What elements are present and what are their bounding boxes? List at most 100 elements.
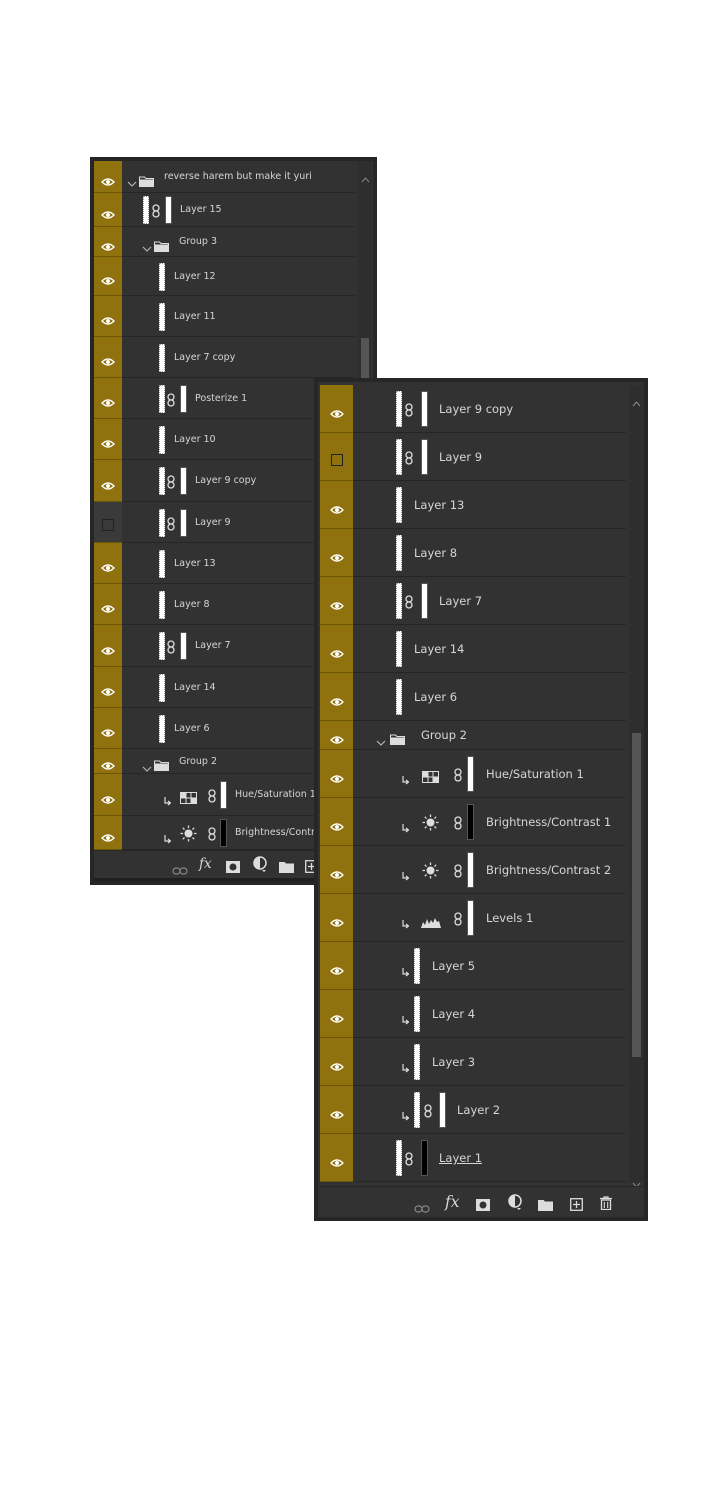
- layer-name[interactable]: Layer 14: [174, 682, 216, 693]
- mask-button[interactable]: [476, 1196, 490, 1211]
- layer-row[interactable]: [353, 798, 626, 846]
- layer-row[interactable]: [353, 481, 626, 529]
- layer-name[interactable]: Layer 7: [439, 594, 483, 608]
- visibility-toggle[interactable]: [94, 584, 122, 625]
- visibility-toggle[interactable]: [320, 750, 353, 798]
- layer-row[interactable]: [122, 227, 355, 257]
- adj-button[interactable]: [508, 1194, 522, 1210]
- layer-row[interactable]: [122, 543, 355, 584]
- layer-name[interactable]: Layer 9 copy: [195, 475, 257, 486]
- visibility-toggle[interactable]: [94, 419, 122, 460]
- fx-button[interactable]: fx: [199, 856, 212, 872]
- visibility-toggle[interactable]: [94, 378, 122, 419]
- scroll-up[interactable]: [361, 168, 370, 183]
- layer-row[interactable]: [353, 529, 626, 577]
- visibility-toggle[interactable]: [320, 577, 353, 625]
- layer-name[interactable]: reverse harem but make it yuri: [164, 171, 312, 182]
- visibility-toggle[interactable]: [320, 673, 353, 721]
- trash-button[interactable]: [600, 1195, 612, 1211]
- layer-row[interactable]: [122, 774, 355, 816]
- layer-name[interactable]: Hue/Saturation 1: [235, 789, 316, 800]
- layer-row[interactable]: [353, 894, 626, 942]
- layer-name[interactable]: Brightness/Contrast 1: [235, 827, 339, 838]
- layer-name[interactable]: Layer 3: [432, 1055, 476, 1069]
- layer-row[interactable]: [353, 942, 626, 990]
- visibility-toggle[interactable]: [94, 708, 122, 749]
- layer-name[interactable]: Layer 11: [174, 311, 216, 322]
- layer-name[interactable]: Layer 2: [457, 1103, 501, 1117]
- visibility-toggle[interactable]: [320, 1134, 353, 1182]
- layer-row[interactable]: [122, 337, 355, 378]
- layer-row[interactable]: [122, 419, 355, 460]
- layer-name[interactable]: Layer 6: [414, 690, 458, 704]
- visibility-toggle[interactable]: [94, 257, 122, 296]
- adj-button[interactable]: [253, 856, 267, 872]
- scroll-down[interactable]: [632, 1173, 641, 1188]
- layer-name[interactable]: Layer 12: [174, 271, 216, 282]
- layer-name[interactable]: Layer 5: [432, 959, 476, 973]
- visibility-toggle[interactable]: [320, 721, 353, 750]
- layer-name[interactable]: Hue/Saturation 1: [486, 767, 584, 781]
- visibility-toggle[interactable]: [320, 625, 353, 673]
- visibility-toggle[interactable]: [94, 749, 122, 774]
- layer-name[interactable]: Levels 1: [486, 911, 534, 925]
- layer-row[interactable]: [353, 625, 626, 673]
- layer-name[interactable]: Layer 9 copy: [439, 402, 514, 416]
- layer-row[interactable]: [122, 749, 355, 774]
- visibility-toggle[interactable]: [94, 193, 122, 227]
- layer-row[interactable]: [122, 708, 355, 749]
- fx-button[interactable]: fx: [445, 1193, 460, 1211]
- visibility-toggle[interactable]: [320, 481, 353, 529]
- visibility-toggle[interactable]: [320, 942, 353, 990]
- layer-name[interactable]: Posterize 1: [195, 393, 248, 404]
- layer-row[interactable]: [353, 577, 626, 625]
- nfolder-button[interactable]: [537, 1196, 553, 1211]
- layer-name[interactable]: Layer 9: [439, 450, 483, 464]
- visibility-toggle[interactable]: [94, 625, 122, 667]
- nfolder-button[interactable]: [278, 858, 294, 873]
- visibility-toggle[interactable]: [320, 529, 353, 577]
- visibility-toggle[interactable]: [320, 385, 353, 433]
- layer-name[interactable]: Layer 8: [414, 546, 458, 560]
- layer-row[interactable]: [122, 161, 355, 193]
- visibility-toggle[interactable]: [94, 816, 122, 850]
- layer-name[interactable]: Layer 15: [180, 204, 222, 215]
- layer-name[interactable]: Brightness/Contrast 2: [486, 863, 612, 877]
- layer-row[interactable]: [122, 584, 355, 625]
- visibility-toggle[interactable]: [94, 227, 122, 257]
- layer-row[interactable]: [122, 625, 355, 667]
- layer-name[interactable]: Layer 10: [174, 434, 216, 445]
- layer-row[interactable]: [122, 378, 355, 419]
- scrollbar-thumb[interactable]: [632, 733, 641, 1057]
- visibility-toggle[interactable]: [320, 1038, 353, 1086]
- layer-row[interactable]: [122, 816, 355, 850]
- layer-name[interactable]: Layer 7: [195, 640, 231, 651]
- visibility-toggle[interactable]: [320, 894, 353, 942]
- layer-row[interactable]: [353, 1038, 626, 1086]
- visibility-toggle[interactable]: [94, 460, 122, 502]
- layer-row[interactable]: [353, 1134, 626, 1182]
- layer-name[interactable]: Layer 9: [195, 517, 231, 528]
- layer-row[interactable]: [122, 667, 355, 708]
- visibility-toggle[interactable]: [320, 1086, 353, 1134]
- layer-row[interactable]: [353, 433, 626, 481]
- layer-row[interactable]: [122, 502, 355, 543]
- layer-row[interactable]: [122, 296, 355, 337]
- layer-name[interactable]: Layer 13: [414, 498, 465, 512]
- link-button[interactable]: [172, 860, 188, 875]
- visibility-toggle[interactable]: [94, 161, 122, 193]
- newl-button[interactable]: [569, 1196, 583, 1211]
- visibility-toggle[interactable]: [94, 502, 122, 543]
- visibility-toggle[interactable]: [94, 543, 122, 584]
- visibility-toggle[interactable]: [94, 667, 122, 708]
- layer-name[interactable]: Layer 6: [174, 723, 210, 734]
- visibility-toggle[interactable]: [320, 798, 353, 846]
- link-button[interactable]: [414, 1198, 430, 1213]
- layer-row[interactable]: [353, 990, 626, 1038]
- layer-row[interactable]: [122, 193, 355, 227]
- layer-row[interactable]: [353, 673, 626, 721]
- visibility-toggle[interactable]: [320, 433, 353, 481]
- layer-name[interactable]: Layer 8: [174, 599, 210, 610]
- layer-name[interactable]: Layer 13: [174, 558, 216, 569]
- layer-name[interactable]: Layer 7 copy: [174, 352, 236, 363]
